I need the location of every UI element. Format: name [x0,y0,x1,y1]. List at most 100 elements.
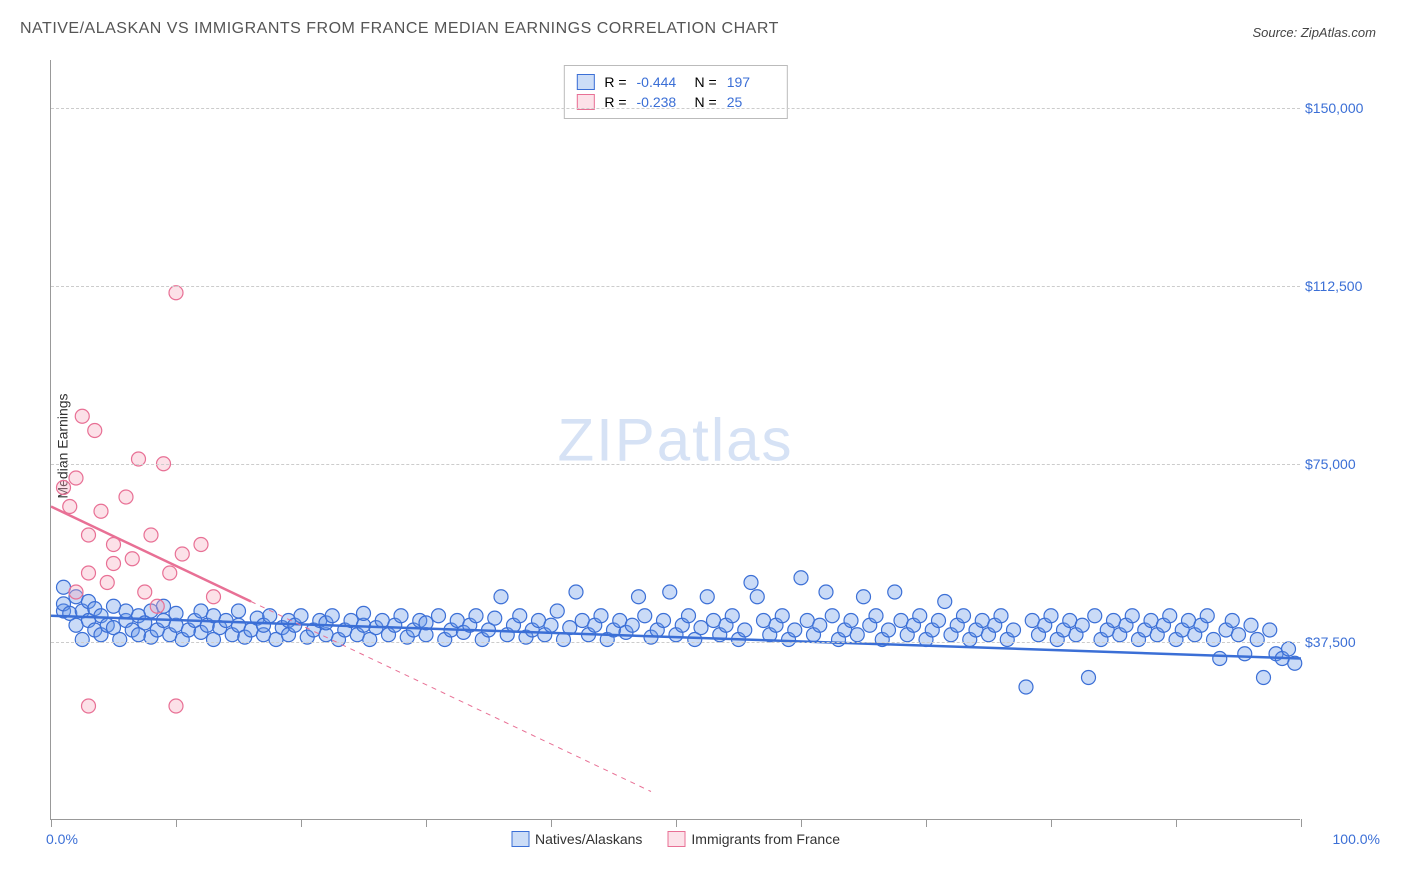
gridline [51,108,1300,109]
data-point [894,614,908,628]
data-point [469,609,483,623]
data-point [169,699,183,713]
legend-n-label: N = [695,74,717,90]
data-point [694,621,708,635]
data-point [544,618,558,632]
data-point [107,599,121,613]
legend-swatch [667,831,685,847]
data-point [575,614,589,628]
legend-item: Immigrants from France [667,831,840,847]
data-point [63,500,77,514]
data-point [869,609,883,623]
data-point [1207,633,1221,647]
x-tick [301,819,302,827]
legend-label: Natives/Alaskans [535,831,642,847]
data-point [1250,633,1264,647]
gridline [51,642,1300,643]
data-point [1163,609,1177,623]
data-point [144,528,158,542]
data-point [88,424,102,438]
data-point [207,590,221,604]
data-point [975,614,989,628]
data-point [594,609,608,623]
data-point [1200,609,1214,623]
data-point [819,585,833,599]
data-point [757,614,771,628]
data-point [1213,652,1227,666]
data-point [638,609,652,623]
x-tick [1301,819,1302,827]
data-point [957,609,971,623]
data-point [725,609,739,623]
data-point [775,609,789,623]
data-point [1075,618,1089,632]
data-point [194,538,208,552]
source-label: Source: [1252,25,1300,40]
legend-label: Immigrants from France [691,831,840,847]
data-point [1238,647,1252,661]
data-point [1007,623,1021,637]
x-tick [801,819,802,827]
y-tick-label: $112,500 [1305,278,1385,294]
data-point [232,604,246,618]
data-point [75,633,89,647]
series-legend: Natives/Alaskans Immigrants from France [511,831,840,847]
data-point [1044,609,1058,623]
legend-swatch [576,74,594,90]
data-point [1144,614,1158,628]
data-point [657,614,671,628]
data-point [1125,609,1139,623]
data-point [100,576,114,590]
data-point [569,585,583,599]
data-point [825,609,839,623]
data-point [844,614,858,628]
data-point [707,614,721,628]
data-point [750,590,764,604]
legend-r-label: R = [604,74,626,90]
data-point [113,633,127,647]
data-point [1282,642,1296,656]
data-point [119,490,133,504]
data-point [994,609,1008,623]
data-point [938,595,952,609]
data-point [432,609,446,623]
data-point [294,609,308,623]
data-point [744,576,758,590]
legend-row: R = -0.238N = 25 [576,92,774,112]
data-point [194,604,208,618]
data-point [1257,671,1271,685]
gridline [51,286,1300,287]
data-point [788,623,802,637]
x-tick [551,819,552,827]
legend-item: Natives/Alaskans [511,831,642,847]
data-point [800,614,814,628]
data-point [69,471,83,485]
data-point [494,590,508,604]
data-point [150,599,164,613]
correlation-legend: R = -0.444N = 197R = -0.238N = 25 [563,65,787,119]
data-point [625,618,639,632]
data-point [550,604,564,618]
data-point [82,566,96,580]
data-point [663,585,677,599]
source-attribution: Source: ZipAtlas.com [1252,25,1376,40]
data-point [1107,614,1121,628]
data-point [69,585,83,599]
gridline [51,464,1300,465]
data-point [488,611,502,625]
data-point [94,504,108,518]
data-point [1088,609,1102,623]
data-point [325,609,339,623]
x-tick [1176,819,1177,827]
legend-n-value: 197 [727,74,775,90]
data-point [175,547,189,561]
data-point [1232,628,1246,642]
data-point [700,590,714,604]
x-tick [176,819,177,827]
data-point [532,614,546,628]
data-point [394,609,408,623]
chart-area: ZIPatlas R = -0.444N = 197R = -0.238N = … [50,60,1300,820]
data-point [82,528,96,542]
x-axis-min-label: 0.0% [46,831,78,847]
x-axis-max-label: 100.0% [1333,831,1380,847]
